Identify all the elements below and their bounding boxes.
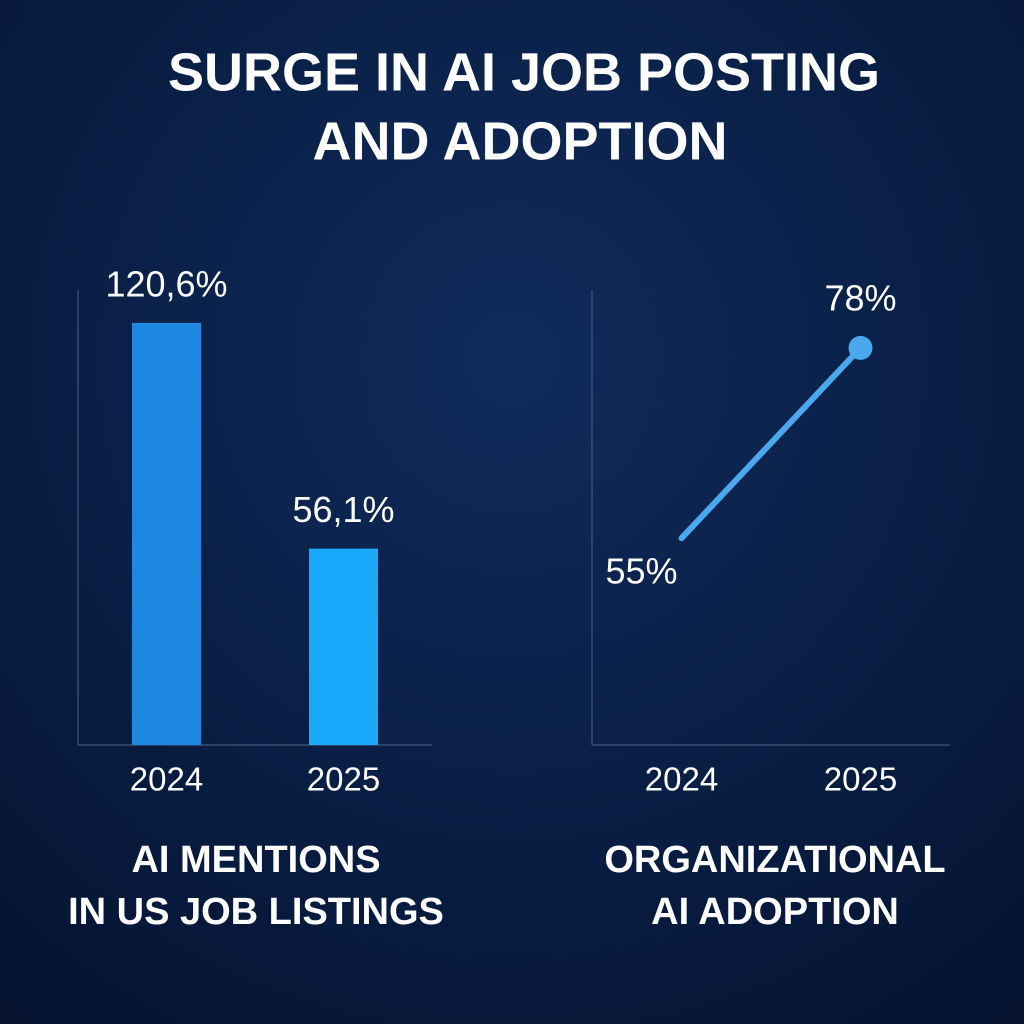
bar — [131, 322, 202, 745]
bar — [308, 548, 379, 745]
chart-caption: IN US JOB LISTINGS — [68, 891, 444, 933]
chart-caption: AI ADOPTION — [651, 891, 899, 933]
point — [848, 335, 873, 360]
chart-caption: ORGANIZATIONAL — [604, 839, 945, 881]
value-label: 120,6% — [105, 263, 227, 304]
x-tick-label: 2024 — [645, 761, 718, 798]
x-tick-label: 2024 — [130, 761, 203, 798]
value-label: 78% — [824, 277, 896, 318]
value-label: 55% — [605, 551, 677, 592]
x-tick-label: 2025 — [307, 761, 380, 798]
main-title: SURGE IN AI JOB POSTING — [168, 42, 880, 102]
main-title: AND ADOPTION — [313, 111, 728, 171]
chart-caption: AI MENTIONS — [131, 839, 380, 881]
value-label: 56,1% — [292, 489, 394, 530]
line — [678, 344, 864, 542]
x-tick-label: 2025 — [824, 761, 897, 798]
